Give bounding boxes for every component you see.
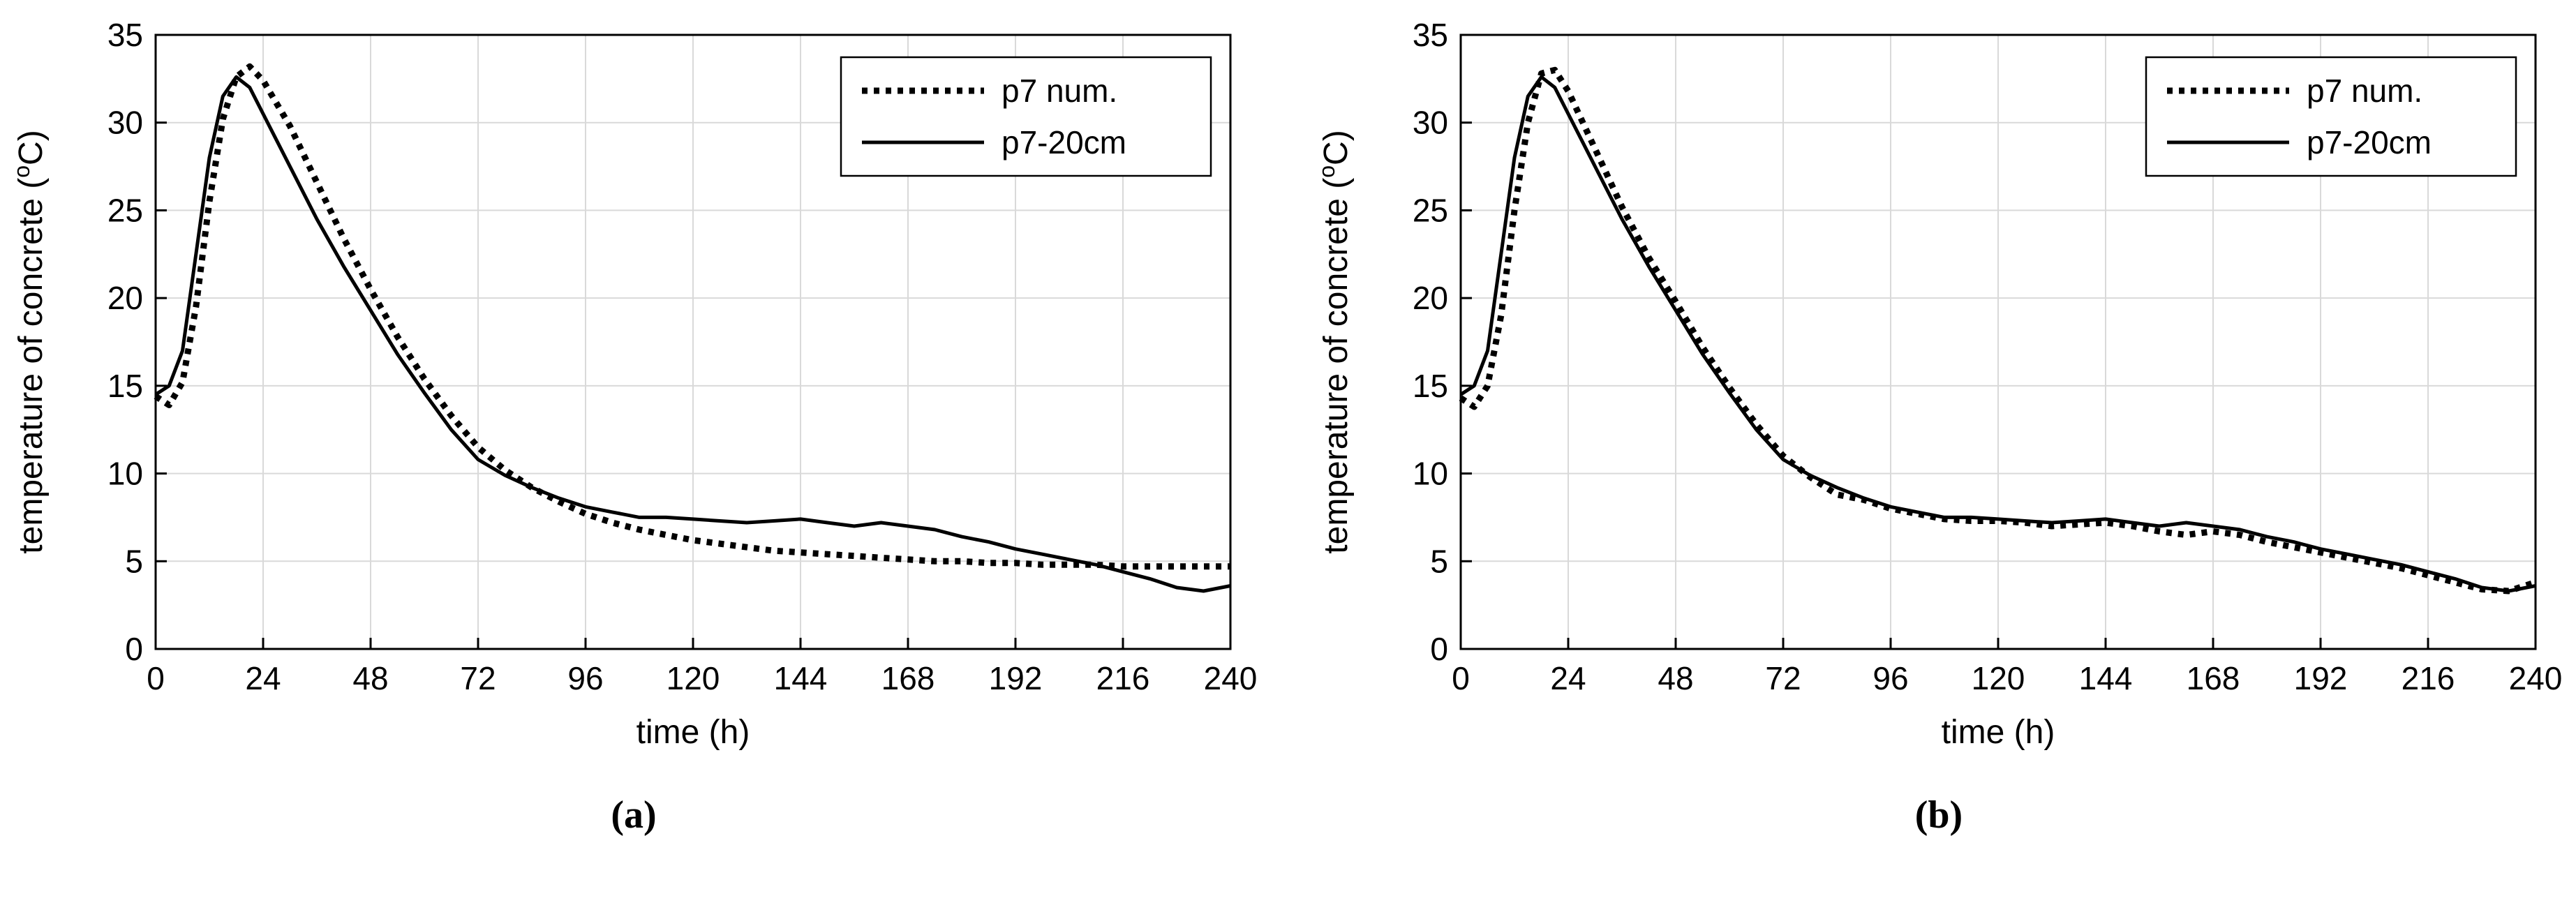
x-tick-label: 192: [2294, 660, 2348, 696]
legend-label-1: p7-20cm: [1002, 124, 1126, 160]
x-axis-label: time (h): [636, 714, 750, 751]
x-tick-label: 48: [352, 660, 388, 696]
legend-label-0: p7 num.: [1002, 73, 1117, 109]
x-tick-label: 48: [1658, 660, 1693, 696]
y-tick-label: 5: [1430, 543, 1448, 579]
x-tick-label: 168: [2187, 660, 2240, 696]
x-tick-label: 96: [1873, 660, 1908, 696]
y-tick-label: 15: [1413, 368, 1448, 404]
y-tick-label: 10: [107, 456, 143, 492]
x-tick-label: 240: [2509, 660, 2563, 696]
figure-row: 0 24 48 72 96 120 144 168 192 216 240 0 5 10 15 20 25 30 3…: [6, 7, 2567, 837]
x-axis-label: time (h): [1942, 714, 2055, 751]
x-tick-label: 120: [667, 660, 720, 696]
y-tick-label: 0: [1430, 631, 1448, 667]
y-tick-label: 35: [107, 17, 143, 53]
legend-label-1: p7-20cm: [2307, 124, 2432, 160]
x-tick-label: 192: [989, 660, 1043, 696]
y-tick-label: 25: [107, 192, 143, 228]
x-tick-label: 24: [1550, 660, 1586, 696]
series-line-1: [154, 75, 1231, 593]
y-tick-label: 0: [125, 631, 143, 667]
y-tick-label: 5: [125, 543, 143, 579]
chart-caption-a: (a): [611, 793, 657, 837]
legend-box: [840, 56, 1212, 177]
y-tick-label: 20: [1413, 280, 1448, 316]
x-tick-label: 0: [1452, 660, 1470, 696]
y-tick-label: 25: [1413, 192, 1448, 228]
y-tick-label: 10: [1413, 456, 1448, 492]
chart-caption-b: (b): [1914, 793, 1963, 837]
chart-figure-a: 0 24 48 72 96 120 144 168 192 216 240 0 5 10 15 20 25 30 3…: [6, 7, 1262, 837]
chart-svg: 0 24 48 72 96 120 144 168 192 216 240 0 5 10 15 20 25 30 3…: [9, 17, 1258, 751]
y-tick-label: 30: [107, 105, 143, 141]
series-line-0: [154, 63, 1230, 570]
legend-box: [2145, 56, 2517, 177]
chart-figure-b: 0 24 48 72 96 120 144 168 192 216 240 0 5 10 15 20 25 30 3…: [1311, 7, 2567, 837]
x-tick-label: 72: [1765, 660, 1801, 696]
x-tick-label: 216: [1096, 660, 1150, 696]
y-axis-label: temperature of concrete (oC): [9, 130, 50, 553]
x-tick-label: 0: [147, 660, 165, 696]
y-tick-label: 35: [1413, 17, 1448, 53]
chart-canvas-b: 0 24 48 72 96 120 144 168 192 216 240 0 5 10 15 20 25 30 3…: [1311, 7, 2567, 775]
x-tick-label: 216: [2402, 660, 2455, 696]
x-tick-label: 144: [2079, 660, 2133, 696]
legend-label-0: p7 num.: [2307, 73, 2422, 109]
chart-canvas-a: 0 24 48 72 96 120 144 168 192 216 240 0 5 10 15 20 25 30 3…: [6, 7, 1262, 775]
y-tick-label: 30: [1413, 105, 1448, 141]
series-line-1: [1459, 75, 2536, 593]
x-tick-label: 240: [1204, 660, 1258, 696]
x-tick-label: 120: [1972, 660, 2025, 696]
x-tick-label: 24: [245, 660, 281, 696]
x-tick-label: 144: [774, 660, 828, 696]
chart-svg: 0 24 48 72 96 120 144 168 192 216 240 0 5 10 15 20 25 30 3…: [1314, 17, 2563, 751]
x-tick-label: 96: [567, 660, 603, 696]
y-tick-label: 15: [107, 368, 143, 404]
y-tick-label: 20: [107, 280, 143, 316]
x-tick-label: 168: [881, 660, 935, 696]
y-axis-label: temperature of concrete (oC): [1314, 130, 1355, 553]
x-tick-label: 72: [460, 660, 496, 696]
